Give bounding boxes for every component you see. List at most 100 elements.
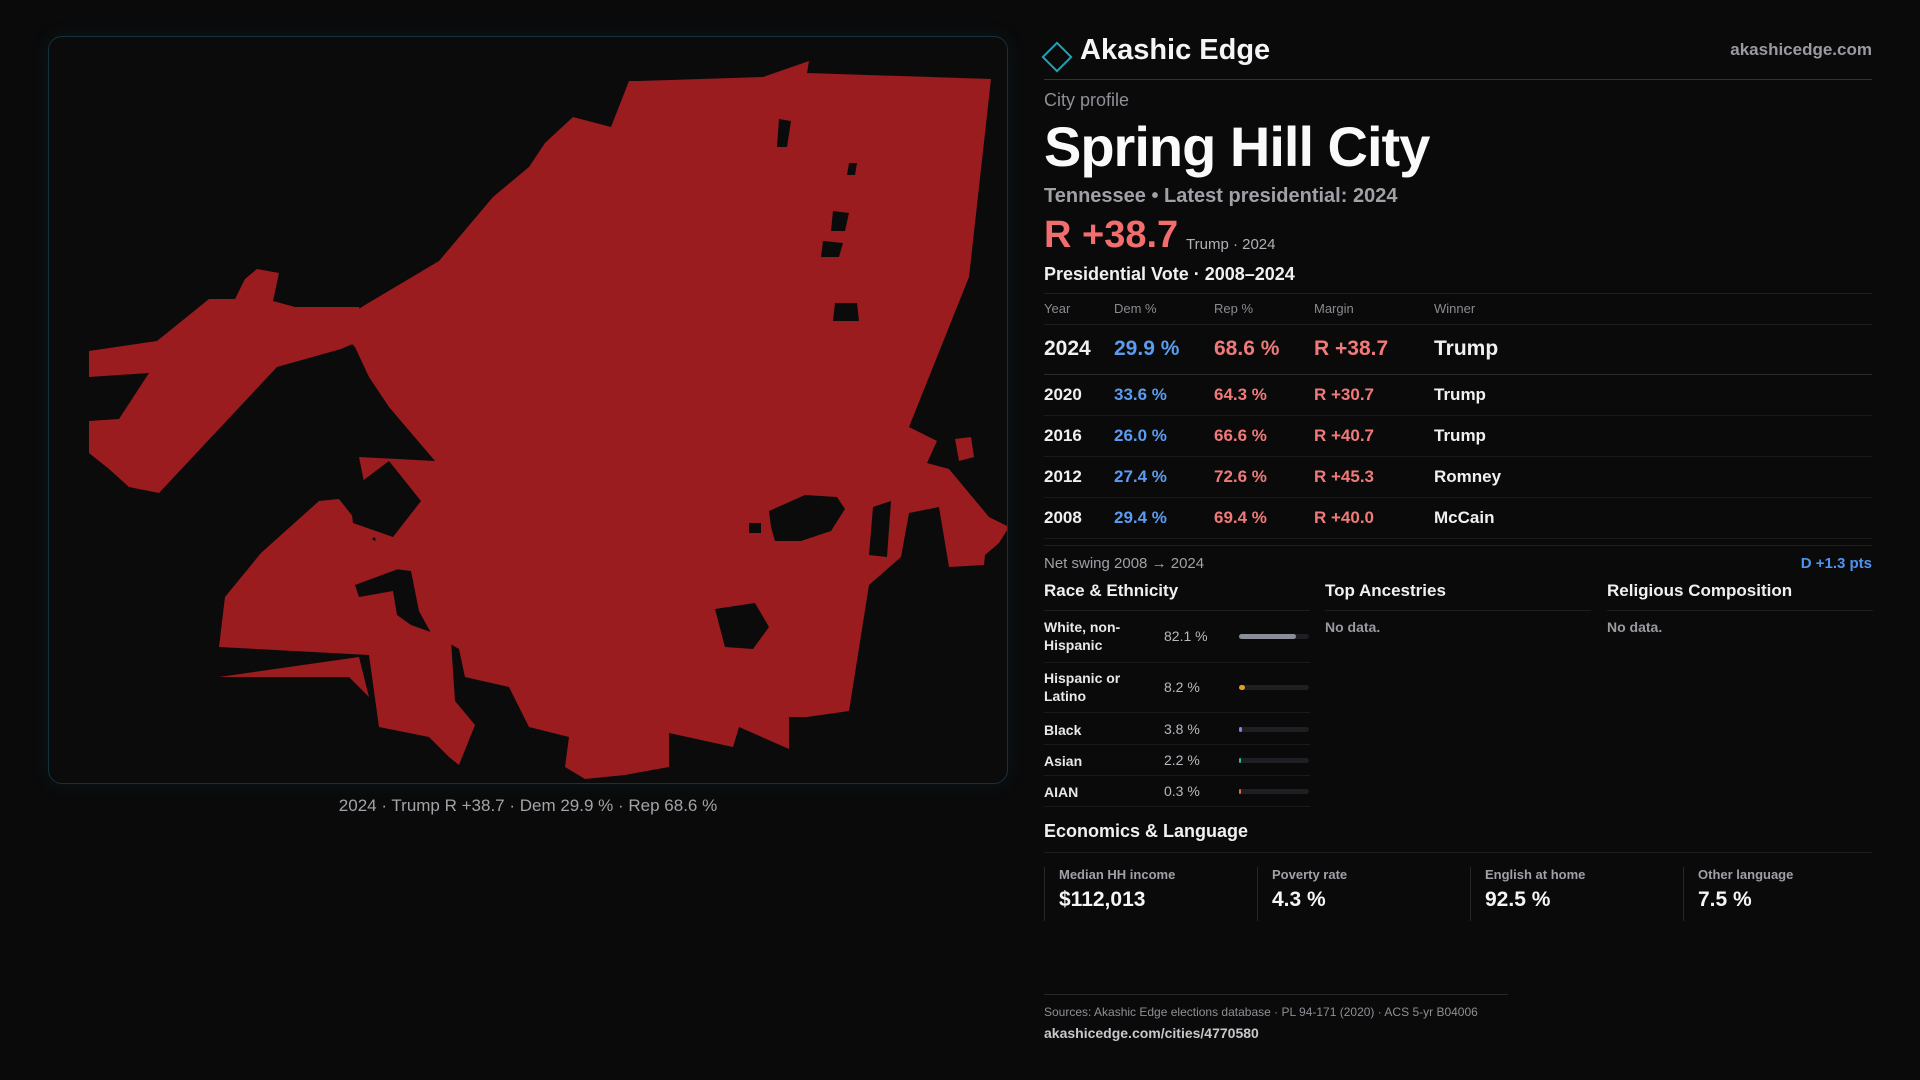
page-footer: Sources: Akashic Edge elections database… (1044, 994, 1508, 1041)
cell-rep: 69.4 % (1214, 497, 1314, 539)
header-margin: Margin (1314, 294, 1434, 325)
cell-dem: 33.6 % (1114, 374, 1214, 416)
stat-poverty-rate: Poverty rate 4.3 % (1257, 866, 1464, 921)
cell-margin: R +38.7 (1314, 324, 1434, 375)
economics-title: Economics & Language (1044, 821, 1872, 853)
stat-label: Other language (1698, 866, 1794, 882)
cell-winner: McCain (1434, 497, 1872, 539)
cell-rep: 72.6 % (1214, 456, 1314, 498)
brand-name[interactable]: Akashic Edge (1080, 34, 1271, 66)
cell-year: 2016 (1044, 415, 1114, 457)
race-bar-fill (1239, 726, 1242, 732)
map-caption: 2024 · Trump R +38.7 · Dem 29.9 % · Rep … (338, 796, 718, 815)
list-item: White, non-Hispanic 82.1 % (1044, 611, 1310, 663)
race-bar-track (1239, 633, 1309, 639)
presidential-vote-table: Year Dem % Rep % Margin Winner 2024 29.9… (1044, 294, 1872, 539)
header-year: Year (1044, 294, 1114, 325)
page-title: Spring Hill City (1044, 115, 1430, 178)
cell-margin: R +30.7 (1314, 374, 1434, 416)
cell-rep: 68.6 % (1214, 324, 1314, 375)
vote-section-title: Presidential Vote · 2008–2024 (1044, 264, 1872, 294)
stat-english-at-home: English at home 92.5 % (1470, 866, 1677, 921)
cell-dem: 29.4 % (1114, 497, 1214, 539)
list-item: Hispanic or Latino 8.2 % (1044, 663, 1310, 713)
headline-margin: R +38.7 (1044, 214, 1179, 256)
race-pct: 2.2 % (1164, 751, 1200, 768)
header-rep: Rep % (1214, 294, 1314, 325)
cell-winner: Romney (1434, 456, 1872, 498)
stat-value: 4.3 % (1272, 887, 1326, 911)
cell-winner: Trump (1434, 415, 1872, 457)
race-section-title: Race & Ethnicity (1044, 581, 1310, 611)
ancestries-section: Top Ancestries No data. (1325, 581, 1591, 635)
cell-margin: R +45.3 (1314, 456, 1434, 498)
race-list: White, non-Hispanic 82.1 % Hispanic or L… (1044, 611, 1310, 807)
race-bar-track (1239, 788, 1309, 794)
race-bar-track (1239, 757, 1309, 763)
stat-value: 92.5 % (1485, 887, 1551, 911)
headline-note: Trump · 2024 (1186, 236, 1276, 253)
cell-rep: 64.3 % (1214, 374, 1314, 416)
header-dem: Dem % (1114, 294, 1214, 325)
cell-dem: 27.4 % (1114, 456, 1214, 498)
race-ethnicity-section: Race & Ethnicity White, non-Hispanic 82.… (1044, 581, 1310, 807)
table-header-row: Year Dem % Rep % Margin Winner (1044, 294, 1872, 325)
cell-rep: 66.6 % (1214, 415, 1314, 457)
race-bar-fill (1239, 633, 1296, 639)
brand-url-link[interactable]: akashicedge.com (1730, 40, 1872, 59)
location-subline: Tennessee • Latest presidential: 2024 (1044, 185, 1398, 207)
map-panel[interactable] (48, 36, 1008, 784)
city-boundary-shape (89, 61, 1007, 779)
map-holes (349, 119, 891, 649)
ancestries-empty: No data. (1325, 618, 1381, 635)
stat-other-language: Other language 7.5 % (1683, 866, 1890, 921)
cell-dem: 29.9 % (1114, 324, 1214, 375)
stat-median-income: Median HH income $112,013 (1044, 866, 1251, 921)
city-boundary-map[interactable] (49, 37, 1008, 784)
race-label: Black (1044, 721, 1082, 738)
religion-empty: No data. (1607, 618, 1663, 635)
header-winner: Winner (1434, 294, 1872, 325)
stat-value: $112,013 (1059, 887, 1146, 911)
brand-header: Akashic Edge akashicedge.com (1041, 34, 1872, 80)
ancestries-title: Top Ancestries (1325, 581, 1591, 611)
swing-label: Net swing 2008 → 2024 (1044, 554, 1205, 572)
cell-year: 2024 (1044, 324, 1114, 375)
table-row: 2012 27.4 % 72.6 % R +45.3 Romney (1044, 456, 1872, 498)
page-kicker: City profile (1044, 90, 1130, 110)
cell-margin: R +40.0 (1314, 497, 1434, 539)
cell-year: 2012 (1044, 456, 1114, 498)
religion-title: Religious Composition (1607, 581, 1873, 611)
list-item: Black 3.8 % (1044, 713, 1310, 745)
race-bar-fill (1239, 788, 1241, 794)
race-bar-fill (1239, 757, 1241, 763)
race-bar-fill (1239, 684, 1245, 690)
footer-sources: Sources: Akashic Edge elections database… (1044, 1005, 1478, 1019)
cell-margin: R +40.7 (1314, 415, 1434, 457)
economics-stats: Median HH income $112,013 Poverty rate 4… (1044, 866, 1872, 937)
list-item: AIAN 0.3 % (1044, 776, 1310, 807)
race-bar-track (1239, 684, 1309, 690)
cell-dem: 26.0 % (1114, 415, 1214, 457)
footer-url-link[interactable]: akashicedge.com/cities/4770580 (1044, 1025, 1259, 1041)
table-row: 2016 26.0 % 66.6 % R +40.7 Trump (1044, 415, 1872, 457)
race-label: White, non-Hispanic (1044, 618, 1121, 653)
cell-year: 2008 (1044, 497, 1114, 539)
cell-winner: Trump (1434, 374, 1872, 416)
list-item: Asian 2.2 % (1044, 745, 1310, 776)
cell-winner: Trump (1434, 324, 1872, 375)
stat-label: Median HH income (1059, 866, 1176, 882)
demographics-columns: Race & Ethnicity White, non-Hispanic 82.… (1044, 581, 1873, 821)
table-row: 2008 29.4 % 69.4 % R +40.0 McCain (1044, 497, 1872, 539)
religion-section: Religious Composition No data. (1607, 581, 1873, 635)
cell-year: 2020 (1044, 374, 1114, 416)
stat-label: English at home (1485, 866, 1586, 882)
race-label: AIAN (1044, 783, 1079, 800)
headline-result: R +38.7 Trump · 2024 (1044, 214, 1872, 258)
stat-value: 7.5 % (1698, 887, 1752, 911)
race-bar-track (1239, 726, 1309, 732)
diamond-logo-icon (1041, 41, 1073, 73)
table-row: 2024 29.9 % 68.6 % R +38.7 Trump (1044, 324, 1872, 375)
race-label: Asian (1044, 752, 1083, 769)
race-pct: 82.1 % (1164, 627, 1208, 644)
